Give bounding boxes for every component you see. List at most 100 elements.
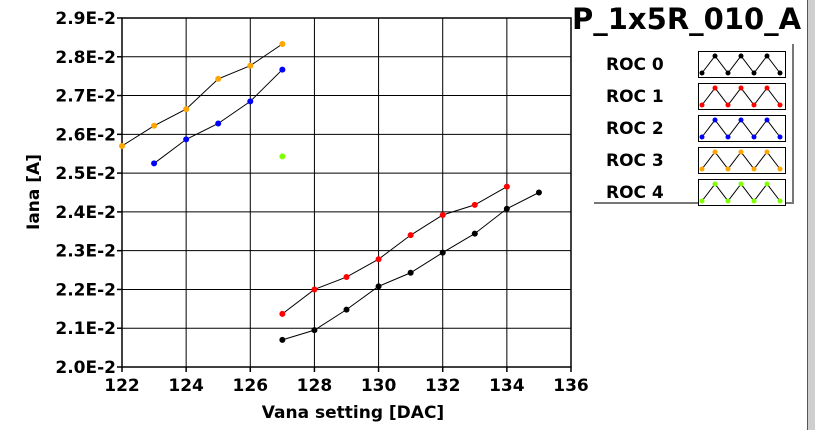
legend-swatch-marker (738, 181, 744, 187)
data-point (183, 106, 190, 113)
legend-label: ROC 4 (606, 183, 664, 203)
data-point (503, 183, 510, 190)
plot-area (121, 17, 572, 368)
data-point (343, 306, 350, 313)
legend-swatch (698, 179, 786, 206)
legend-entry: ROC 3 (594, 145, 794, 177)
legend-swatch-marker (764, 149, 770, 155)
legend-swatch-marker (751, 102, 757, 108)
legend-swatch-marker (712, 149, 718, 155)
legend-swatch-marker (725, 198, 731, 204)
legend-swatch-marker (712, 85, 718, 91)
x-tick-label: 132 (425, 376, 461, 396)
data-point (535, 189, 542, 196)
y-tick-label: 2.9E-2 (55, 9, 116, 29)
legend-entry: ROC 4 (594, 177, 794, 209)
data-point (471, 230, 478, 237)
data-point (375, 256, 382, 263)
y-tick-label: 2.4E-2 (55, 203, 116, 223)
y-tick-label: 2.3E-2 (55, 242, 116, 262)
legend-swatch (698, 51, 786, 78)
series-0 (279, 189, 542, 343)
x-tick-label: 126 (233, 376, 269, 396)
y-tick-label: 2.0E-2 (55, 358, 116, 378)
legend-swatch-marker (725, 102, 731, 108)
x-tick-label: 136 (553, 376, 589, 396)
y-axis-title: Iana [A] (24, 154, 44, 230)
data-point (119, 142, 125, 149)
legend-swatch-marker (751, 134, 757, 140)
x-axis: 122 124 126 128 130 132 134 136 (104, 367, 589, 396)
legend-swatch-marker (738, 117, 744, 123)
legend-swatch-marker (751, 166, 757, 172)
data-point (215, 120, 222, 127)
legend-swatch-marker (699, 102, 705, 108)
series-group (119, 40, 542, 343)
legend: ROC 0 ROC 1 ROC 2 ROC 3 ROC 4 (594, 44, 795, 206)
legend-swatch-marker (751, 198, 757, 204)
legend-swatch-marker (764, 117, 770, 123)
series-2 (151, 66, 286, 167)
legend-entry: ROC 0 (594, 49, 794, 81)
legend-swatch-marker (777, 166, 783, 172)
grid (121, 17, 572, 368)
legend-swatch-marker (725, 70, 731, 76)
data-point (279, 310, 286, 317)
data-point (311, 286, 318, 293)
x-tick-label: 128 (297, 376, 333, 396)
data-point (407, 232, 414, 239)
y-tick-label: 2.6E-2 (55, 125, 116, 145)
data-point (215, 75, 222, 82)
legend-swatch-marker (738, 53, 744, 59)
chart-title: P_1x5R_010_A (572, 2, 802, 36)
series-1 (279, 183, 510, 317)
legend-entry: ROC 1 (594, 81, 794, 113)
data-point (375, 283, 382, 290)
legend-swatch-marker (712, 117, 718, 123)
legend-swatch-marker (777, 70, 783, 76)
data-point (439, 249, 446, 256)
legend-label: ROC 3 (606, 151, 664, 171)
data-point (439, 211, 446, 218)
series-3 (119, 40, 286, 149)
legend-swatch-marker (712, 53, 718, 59)
legend-swatch-marker (738, 149, 744, 155)
data-point (471, 201, 478, 208)
legend-swatch (698, 147, 786, 174)
legend-swatch-marker (764, 53, 770, 59)
data-point (279, 40, 286, 47)
y-tick-label: 2.8E-2 (55, 48, 116, 68)
data-point (151, 122, 158, 129)
y-tick-label: 2.1E-2 (55, 319, 116, 339)
legend-swatch-marker (725, 166, 731, 172)
data-point (247, 98, 254, 105)
legend-entry: ROC 2 (594, 113, 794, 145)
series-line (121, 43, 283, 147)
series-line (282, 186, 508, 315)
data-point (247, 62, 254, 69)
legend-swatch-marker (699, 198, 705, 204)
legend-swatch (698, 115, 786, 142)
y-tick-label: 2.5E-2 (55, 164, 116, 184)
y-tick-label: 2.7E-2 (55, 87, 116, 107)
legend-swatch-marker (751, 70, 757, 76)
data-point (279, 153, 286, 160)
data-point (279, 66, 286, 73)
legend-swatch-marker (699, 70, 705, 76)
x-tick-label: 134 (489, 376, 525, 396)
window-border (807, 0, 815, 430)
legend-label: ROC 2 (606, 119, 664, 139)
data-point (311, 327, 318, 334)
legend-swatch-marker (725, 134, 731, 140)
x-tick-label: 122 (104, 376, 140, 396)
legend-swatch-marker (699, 134, 705, 140)
data-point (407, 269, 414, 276)
x-tick-label: 124 (168, 376, 204, 396)
legend-swatch-marker (699, 166, 705, 172)
legend-swatch-marker (764, 85, 770, 91)
legend-swatch (698, 83, 786, 110)
y-tick-label: 2.2E-2 (55, 280, 116, 300)
y-axis: 2.0E-2 2.1E-2 2.2E-2 2.3E-2 2.4E-2 2.5E-2 2.6E… (55, 9, 122, 378)
legend-swatch-marker (777, 102, 783, 108)
